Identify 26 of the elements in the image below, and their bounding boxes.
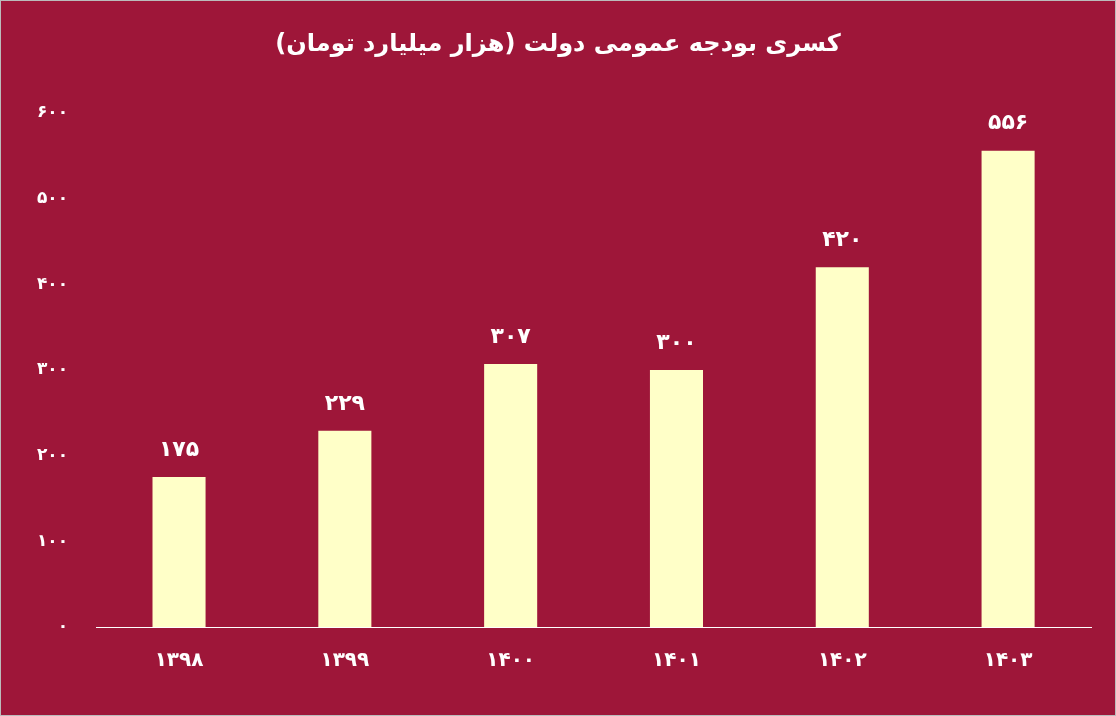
data-label: ۴۲۰ xyxy=(822,225,863,251)
y-tick-label: ۳۰۰ xyxy=(36,358,69,379)
y-tick-label: ۱۰۰ xyxy=(36,529,69,550)
x-tick-label: ۱۴۰۲ xyxy=(817,647,867,672)
bar xyxy=(318,430,372,627)
y-tick-label: ۶۰۰ xyxy=(36,101,69,122)
bar xyxy=(815,267,869,627)
data-label: ۲۲۹ xyxy=(324,389,365,415)
y-tick-label: ۴۰۰ xyxy=(36,272,69,293)
x-tick-label: ۱۳۹۹ xyxy=(320,647,370,672)
data-label: ۱۷۵ xyxy=(158,435,200,461)
x-tick-label: ۱۴۰۰ xyxy=(486,647,536,672)
x-tick-label: ۱۳۹۸ xyxy=(154,647,204,672)
y-tick-label: ۲۰۰ xyxy=(36,444,69,465)
chart-title: کسری بودجه عمومی دولت (هزار میلیارد تومان) xyxy=(274,29,842,57)
bar xyxy=(981,150,1035,627)
bar xyxy=(649,370,703,627)
x-tick-label: ۱۴۰۱ xyxy=(652,647,701,672)
bar xyxy=(152,477,206,627)
y-tick-label: ۵۰۰ xyxy=(36,187,69,208)
data-label: ۳۰۰ xyxy=(656,328,697,354)
x-tick-label: ۱۴۰۳ xyxy=(983,647,1033,672)
data-label: ۳۰۷ xyxy=(490,322,532,348)
y-tick-label: ۰ xyxy=(57,615,69,636)
data-label: ۵۵۶ xyxy=(987,109,1029,135)
bar xyxy=(484,364,538,627)
